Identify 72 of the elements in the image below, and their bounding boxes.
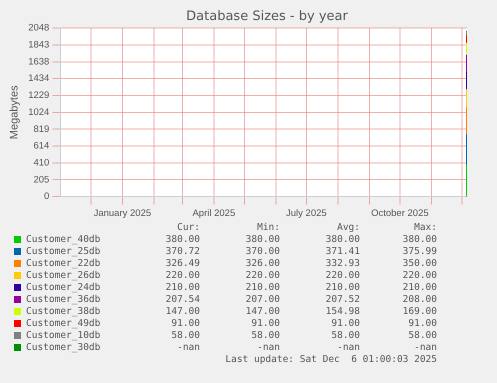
text: 210.00 (164, 282, 200, 293)
legend-label: Customer_36db (26, 294, 100, 305)
text: 208.00 (402, 294, 437, 305)
text: Max: (413, 222, 437, 233)
text: 380.00 (402, 234, 437, 245)
legend-label: Customer_22db (26, 258, 100, 269)
y-tick-label: 1434 (28, 73, 50, 84)
text: 380.00 (244, 234, 280, 245)
text: 58.00 (330, 330, 360, 341)
text: -nan (413, 342, 437, 353)
x-tick-label: July 2025 (286, 208, 327, 219)
text: Avg: (336, 222, 360, 233)
text: 220.00 (164, 270, 200, 281)
text: 58.00 (170, 330, 200, 341)
text: 370.00 (244, 246, 280, 257)
x-tick-label: April 2025 (192, 208, 236, 219)
text: 326.49 (164, 258, 200, 269)
text: 207.00 (244, 294, 280, 305)
y-tick-label: 1638 (28, 56, 50, 68)
text: 350.00 (402, 258, 437, 269)
y-tick-label: 0 (44, 191, 50, 202)
text: 58.00 (407, 330, 437, 341)
y-tick-label: 614 (33, 140, 50, 152)
legend-label: Customer_30db (26, 342, 100, 353)
text: Cur: (176, 222, 200, 233)
text: 91.00 (407, 318, 437, 329)
legend-label: Customer_49db (26, 318, 100, 329)
legend-label: Customer_40db (26, 234, 100, 245)
y-tick-label: 1843 (28, 40, 50, 50)
text: 332.93 (324, 258, 360, 269)
legend-label: Customer_24db (26, 282, 100, 293)
text: 380.00 (164, 234, 200, 245)
legend-label: Customer_38db (26, 306, 100, 317)
text: -nan (176, 342, 200, 353)
text: 375.99 (402, 246, 437, 257)
text: 220.00 (324, 270, 360, 281)
text: 147.00 (244, 306, 280, 317)
text: 220.00 (244, 270, 280, 281)
text: 371.41 (324, 246, 360, 257)
text: 370.72 (164, 246, 200, 257)
text: 207.52 (324, 294, 360, 305)
y-tick-label: 819 (33, 124, 50, 135)
y-axis-title: Megabytes (8, 84, 21, 140)
legend-label: Customer_25db (26, 246, 100, 257)
text: 220.00 (402, 270, 437, 281)
y-tick-label: 205 (33, 174, 50, 186)
chart-title: Database Sizes - by year (186, 9, 348, 24)
text: 58.00 (250, 330, 280, 341)
x-tick-label: October 2025 (371, 208, 429, 219)
text: 91.00 (330, 318, 360, 329)
y-tick-label: 2048 (28, 22, 50, 34)
text: 210.00 (244, 282, 280, 293)
legend-label: Customer_26db (26, 270, 100, 281)
text: 207.54 (164, 294, 200, 305)
text: Last update: Sat Dec 6 01:00:03 2025 (224, 354, 437, 365)
text: 154.98 (324, 306, 360, 317)
text: Min: (256, 222, 280, 233)
text: 326.00 (244, 258, 280, 269)
y-tick-label: 1024 (28, 106, 50, 118)
text: 91.00 (250, 318, 280, 329)
x-tick-label: January 2025 (94, 208, 152, 219)
text: 210.00 (402, 282, 437, 293)
text: 210.00 (324, 282, 360, 293)
text: -nan (336, 342, 360, 353)
text: 147.00 (164, 306, 200, 317)
legend-label: Customer_10db (26, 330, 100, 341)
text: 169.00 (402, 306, 437, 317)
y-tick-label: 1229 (28, 90, 50, 102)
text: 380.00 (324, 234, 360, 245)
text: -nan (256, 342, 280, 353)
text: 91.00 (170, 318, 200, 329)
y-tick-label: 410 (33, 157, 50, 168)
